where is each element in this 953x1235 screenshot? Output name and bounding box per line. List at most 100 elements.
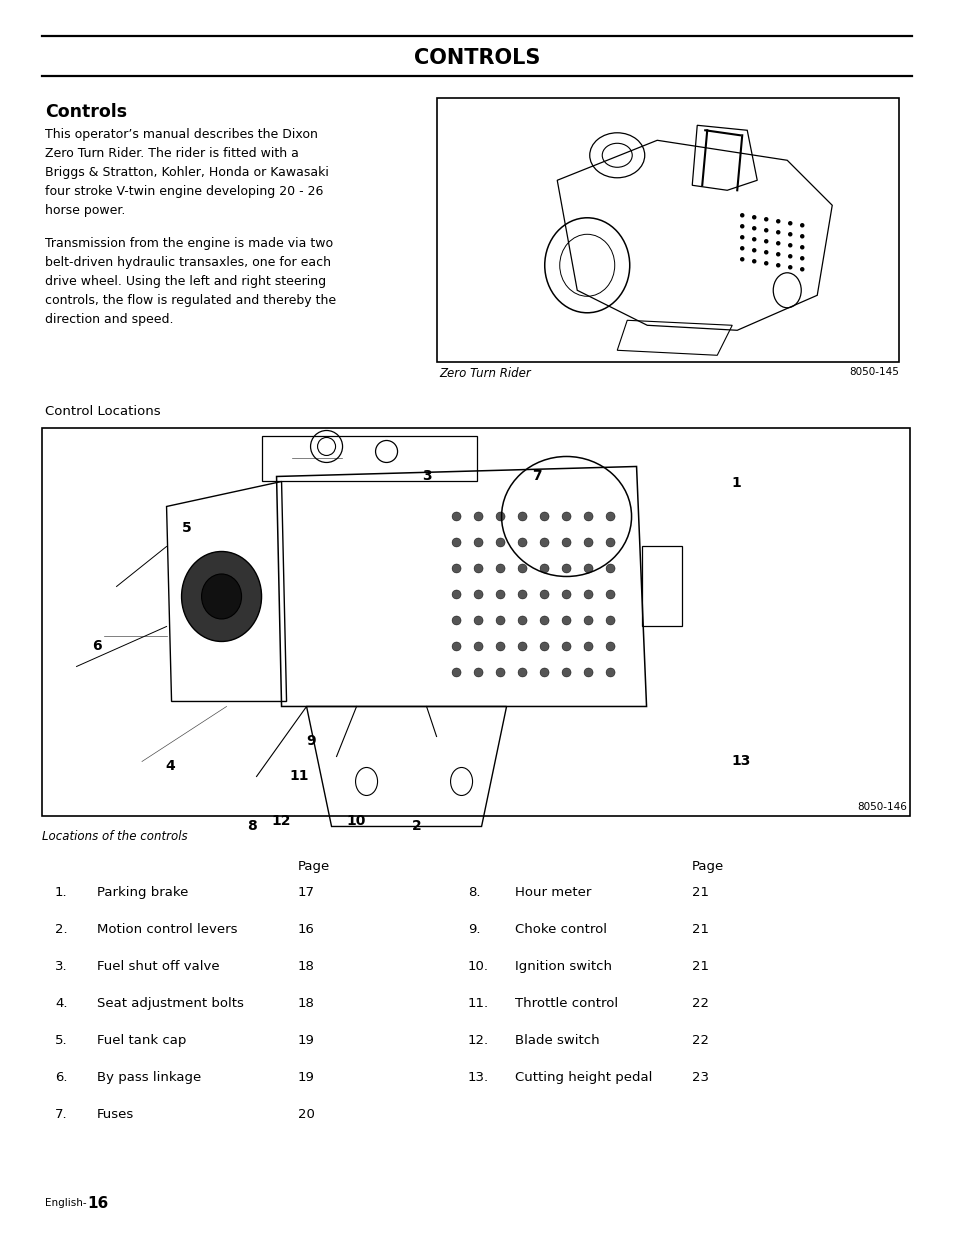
Ellipse shape [474, 668, 482, 677]
Ellipse shape [181, 552, 261, 641]
Text: 2: 2 [412, 820, 421, 834]
Text: 21: 21 [691, 923, 708, 936]
Ellipse shape [800, 233, 803, 238]
Text: Control Locations: Control Locations [45, 405, 160, 417]
Ellipse shape [452, 590, 460, 599]
Ellipse shape [787, 266, 792, 269]
Ellipse shape [763, 217, 768, 221]
Ellipse shape [474, 642, 482, 651]
Text: Transmission from the engine is made via two
belt-driven hydraulic transaxles, o: Transmission from the engine is made via… [45, 237, 335, 326]
Ellipse shape [496, 564, 504, 573]
Ellipse shape [787, 232, 792, 237]
Text: 18: 18 [297, 960, 314, 973]
Text: 8: 8 [247, 820, 256, 834]
Ellipse shape [452, 642, 460, 651]
Ellipse shape [800, 245, 803, 249]
Text: 1: 1 [731, 475, 740, 490]
Text: 20: 20 [297, 1108, 314, 1121]
Text: 11.: 11. [468, 997, 489, 1010]
Text: 22: 22 [691, 1034, 708, 1047]
Ellipse shape [539, 616, 549, 625]
Text: 7.: 7. [55, 1108, 68, 1121]
Text: Fuel shut off valve: Fuel shut off valve [97, 960, 219, 973]
Ellipse shape [740, 246, 743, 251]
Ellipse shape [561, 616, 571, 625]
Text: 8.: 8. [468, 885, 480, 899]
Ellipse shape [539, 590, 549, 599]
Text: 2.: 2. [55, 923, 68, 936]
Ellipse shape [605, 668, 615, 677]
Text: 8050-145: 8050-145 [848, 367, 898, 377]
Ellipse shape [583, 616, 593, 625]
Ellipse shape [763, 249, 768, 254]
Ellipse shape [583, 513, 593, 521]
Text: Parking brake: Parking brake [97, 885, 188, 899]
Text: 9: 9 [307, 735, 316, 748]
Text: 10: 10 [347, 814, 366, 829]
Ellipse shape [496, 513, 504, 521]
Ellipse shape [800, 267, 803, 272]
Text: 8050-146: 8050-146 [856, 802, 906, 811]
Text: Cutting height pedal: Cutting height pedal [515, 1071, 652, 1084]
Ellipse shape [787, 243, 792, 247]
Ellipse shape [763, 228, 768, 232]
Ellipse shape [452, 513, 460, 521]
Text: Zero Turn Rider: Zero Turn Rider [438, 367, 530, 380]
Ellipse shape [517, 668, 526, 677]
Ellipse shape [751, 259, 756, 263]
Ellipse shape [800, 256, 803, 261]
Ellipse shape [517, 642, 526, 651]
Text: 16: 16 [87, 1195, 108, 1212]
Bar [42, 429, 909, 816]
Ellipse shape [517, 616, 526, 625]
Ellipse shape [751, 226, 756, 231]
Ellipse shape [539, 668, 549, 677]
Bar [640, 546, 680, 626]
Text: 21: 21 [691, 960, 708, 973]
Bar [436, 98, 898, 362]
Text: 6: 6 [92, 640, 102, 653]
Ellipse shape [740, 235, 743, 240]
Text: 23: 23 [691, 1071, 708, 1084]
Text: 7: 7 [531, 469, 540, 483]
Text: 13: 13 [731, 755, 750, 768]
Ellipse shape [605, 642, 615, 651]
Text: This operator’s manual describes the Dixon
Zero Turn Rider. The rider is fitted : This operator’s manual describes the Dix… [45, 128, 329, 217]
Ellipse shape [474, 538, 482, 547]
Ellipse shape [751, 215, 756, 220]
Text: Controls: Controls [45, 103, 127, 121]
Ellipse shape [787, 254, 792, 258]
Text: English-: English- [45, 1198, 87, 1208]
Text: 4.: 4. [55, 997, 68, 1010]
Ellipse shape [583, 538, 593, 547]
Ellipse shape [517, 538, 526, 547]
Text: Hour meter: Hour meter [515, 885, 591, 899]
Ellipse shape [740, 224, 743, 228]
Ellipse shape [496, 590, 504, 599]
Ellipse shape [561, 538, 571, 547]
Ellipse shape [751, 237, 756, 242]
Text: 19: 19 [297, 1034, 314, 1047]
Ellipse shape [474, 590, 482, 599]
Text: 19: 19 [297, 1071, 314, 1084]
Ellipse shape [605, 590, 615, 599]
Ellipse shape [800, 224, 803, 227]
Text: Throttle control: Throttle control [515, 997, 618, 1010]
Ellipse shape [496, 538, 504, 547]
Ellipse shape [201, 574, 241, 619]
Ellipse shape [452, 564, 460, 573]
Text: Motion control levers: Motion control levers [97, 923, 237, 936]
Text: Page: Page [691, 860, 723, 873]
Text: 13.: 13. [468, 1071, 489, 1084]
Ellipse shape [787, 221, 792, 226]
Ellipse shape [751, 248, 756, 252]
Ellipse shape [775, 263, 780, 268]
Ellipse shape [561, 513, 571, 521]
Text: Fuel tank cap: Fuel tank cap [97, 1034, 186, 1047]
Ellipse shape [452, 616, 460, 625]
Text: Blade switch: Blade switch [515, 1034, 599, 1047]
Ellipse shape [561, 642, 571, 651]
Ellipse shape [452, 668, 460, 677]
Ellipse shape [775, 241, 780, 246]
Text: 12.: 12. [468, 1034, 489, 1047]
